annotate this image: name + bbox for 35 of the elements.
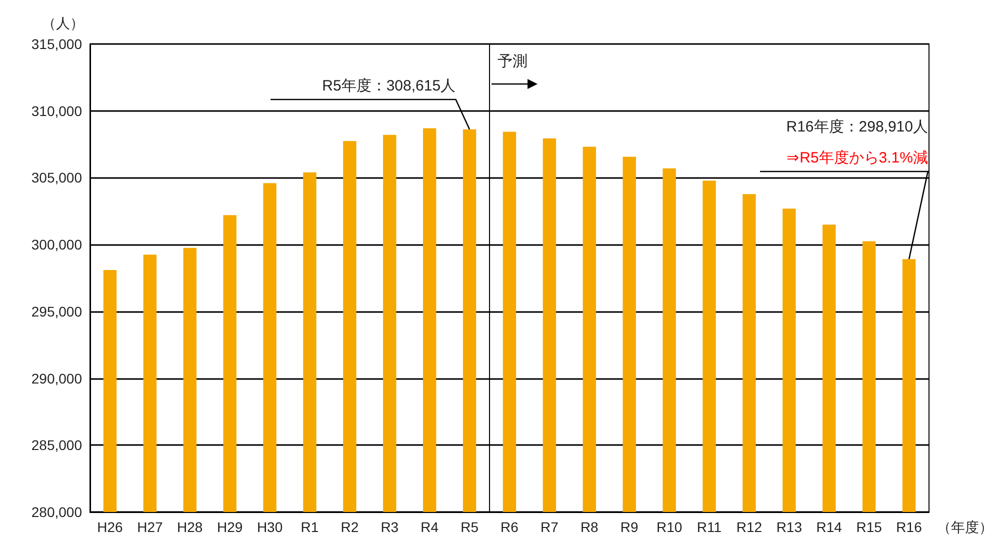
y-tick-label: 285,000: [31, 437, 82, 454]
x-tick-label: H28: [177, 519, 203, 535]
x-tick-label: H29: [216, 519, 243, 535]
ref-line-label: 予測: [498, 53, 528, 70]
x-tick-label: R14: [816, 519, 842, 535]
x-tick-label: R7: [540, 519, 559, 535]
y-tick-label: 315,000: [31, 36, 82, 52]
x-tick-label: R11: [696, 519, 722, 535]
y-tick-label: 300,000: [31, 236, 82, 253]
x-tick-label: R13: [776, 519, 802, 535]
annotation: ⇒R5年度から3.1%減: [786, 149, 928, 166]
x-tick-label: R10: [656, 519, 682, 535]
y-tick-label: 280,000: [31, 504, 82, 520]
x-axis-title: （年度）: [937, 519, 993, 535]
x-tick-label: H30: [256, 519, 283, 535]
x-tick-label: R8: [580, 519, 599, 535]
x-tick-label: R5: [460, 519, 479, 535]
x-tick-label: H26: [97, 519, 124, 535]
x-tick-label: R4: [420, 519, 439, 535]
annotation: R5年度：308,615人: [322, 78, 456, 94]
x-tick-label: R3: [380, 519, 399, 535]
y-axis-title: （人）: [42, 15, 84, 31]
y-tick-label: 290,000: [31, 370, 82, 386]
annotation: R16年度：298,910人: [786, 118, 928, 136]
y-tick-label: 310,000: [31, 102, 82, 119]
y-tick-label: 305,000: [31, 170, 82, 186]
y-tick-label: 295,000: [31, 303, 82, 320]
x-tick-label: R12: [736, 519, 762, 535]
x-tick-label: R9: [620, 519, 639, 535]
x-tick-label: R16: [896, 519, 922, 535]
x-tick-label: R15: [856, 519, 882, 535]
x-tick-label: H27: [137, 519, 163, 535]
x-tick-label: R2: [340, 519, 359, 535]
x-tick-label: R1: [300, 519, 319, 535]
x-tick-label: R6: [500, 519, 519, 535]
